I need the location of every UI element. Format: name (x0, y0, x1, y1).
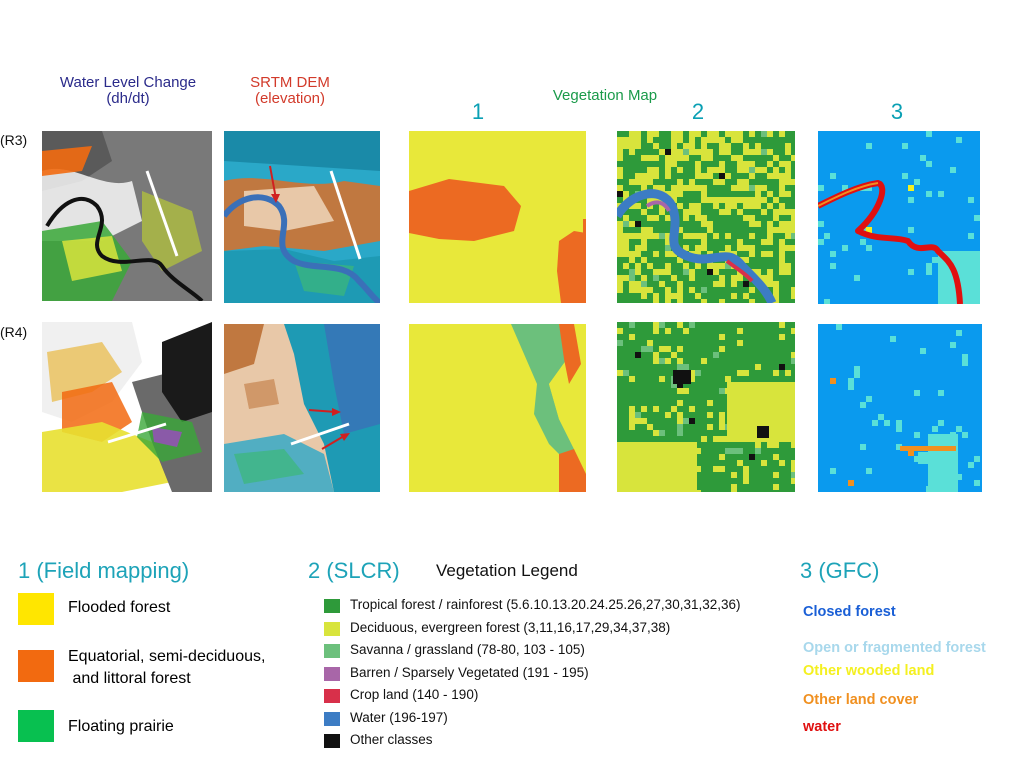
legend-slcr-label-6: Other classes (350, 732, 433, 747)
legend-gfc-water: water (803, 719, 841, 735)
vegetation-map-3-r4 (818, 324, 982, 492)
legend-slcr-swatch-6 (324, 734, 340, 748)
vegetation-legend-title: Vegetation Legend (436, 561, 578, 580)
legend-label-floating-prairie: Floating prairie (68, 718, 174, 735)
legend-label-equatorial-forest-line2: and littoral forest (68, 670, 191, 687)
srtm-map-r3 (224, 131, 380, 303)
srtm-header-line2: (elevation) (254, 90, 326, 107)
vegetation-map-2-r3 (617, 131, 795, 303)
legend-label-equatorial-forest: Equatorial, semi-deciduous, and littoral… (68, 646, 265, 690)
legend-gfc-other-land-cover: Other land cover (803, 692, 919, 708)
water-level-header-line1: Water Level Change (59, 74, 197, 91)
legend-slcr-label-1: Deciduous, evergreen forest (3,11,16,17,… (350, 619, 671, 635)
row-label-r4: (R4) (0, 324, 28, 340)
legend-label-equatorial-forest-line1: Equatorial, semi-deciduous, (68, 648, 266, 665)
legend-gfc-closed-forest: Closed forest (803, 604, 896, 620)
legend-slcr-swatch-5 (324, 711, 340, 726)
srtm-header: SRTM DEM (elevation) (220, 75, 360, 107)
legend-slcr-swatch-0 (324, 599, 340, 613)
vegetation-map-header: Vegetation Map (552, 87, 658, 104)
water-level-map-r4 (42, 322, 212, 492)
legend-slcr-label-3: Barren / Sparsely Vegetated (191 - 195) (350, 664, 589, 680)
legend-slcr-label-2: Savanna / grassland (78-80, 103 - 105) (350, 642, 585, 657)
map-number-1: 1 (471, 99, 485, 124)
legend-slcr-swatch-1 (324, 621, 340, 636)
legend-field-mapping-title: 1 (Field mapping) (18, 558, 190, 583)
legend-label-flooded-forest: Flooded forest (68, 599, 171, 616)
legend-swatch-floating-prairie (18, 710, 54, 742)
legend-swatch-equatorial-forest (18, 650, 54, 682)
legend-gfc-title: 3 (GFC) (800, 558, 880, 583)
vegetation-map-1-r4 (409, 324, 586, 492)
legend-slcr-label-0: Tropical forest / rainforest (5.6.10.13.… (350, 597, 741, 612)
map-number-3: 3 (890, 99, 904, 124)
water-level-map-r3 (42, 131, 212, 301)
water-level-header-line2: (dh/dt) (106, 90, 150, 107)
vegetation-map-3-r3 (818, 131, 980, 304)
srtm-header-line1: SRTM DEM (250, 74, 330, 91)
legend-slcr-label-4: Crop land (140 - 190) (350, 687, 479, 702)
vegetation-map-1-r3 (409, 131, 586, 303)
legend-gfc-other-wooded: Other wooded land (803, 663, 935, 679)
legend-slcr-label-5: Water (196-197) (350, 709, 448, 725)
water-level-header: Water Level Change (dh/dt) (40, 75, 216, 107)
vegetation-map-2-r4 (617, 322, 795, 492)
legend-slcr-swatch-4 (324, 689, 340, 703)
legend-slcr-swatch-3 (324, 666, 340, 681)
srtm-map-r4 (224, 324, 380, 492)
map-number-2: 2 (691, 99, 705, 124)
legend-slcr-title: 2 (SLCR) (308, 558, 400, 583)
legend-gfc-open-forest: Open or fragmented forest (803, 640, 986, 656)
legend-swatch-flooded-forest (18, 593, 54, 625)
row-label-r3: (R3) (0, 132, 28, 148)
legend-slcr-swatch-2 (324, 644, 340, 658)
